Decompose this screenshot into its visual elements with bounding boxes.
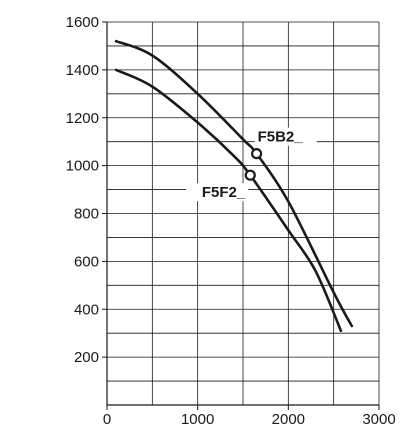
marker-f5f2 xyxy=(244,169,256,181)
y-tick-label: 1400 xyxy=(66,62,99,79)
curve-labels: F5B2_ F5F2_ xyxy=(186,127,317,202)
marker-f5b2 xyxy=(251,148,263,160)
tick-labels: 200 400 600 800 1000 1200 1400 1600 0 1000 2000 300… xyxy=(66,14,396,428)
x-tick-label: 0 xyxy=(103,411,111,428)
x-tick-label: 1000 xyxy=(181,411,214,428)
y-tick-label: 1200 xyxy=(66,110,99,127)
x-tick-label: 3000 xyxy=(362,411,395,428)
y-tick-label: 1000 xyxy=(66,158,99,175)
grid-lines xyxy=(107,21,380,405)
y-tick-label: 200 xyxy=(74,349,99,366)
curve-markers xyxy=(244,148,263,181)
curve-label-bg xyxy=(186,183,249,202)
y-tick-label: 800 xyxy=(74,206,99,223)
y-tick-label: 400 xyxy=(74,301,99,318)
curve-label-bg xyxy=(254,127,317,146)
curve-label-f5b2: F5B2_ xyxy=(258,129,304,146)
series-lines xyxy=(114,39,354,333)
series-line-f5b2 xyxy=(114,39,354,328)
curve-label-f5f2: F5F2_ xyxy=(202,184,246,201)
x-tick-label: 2000 xyxy=(272,411,305,428)
y-tick-label: 600 xyxy=(74,253,99,270)
series-line-f5f2 xyxy=(114,68,343,333)
y-tick-label: 1600 xyxy=(66,14,99,31)
